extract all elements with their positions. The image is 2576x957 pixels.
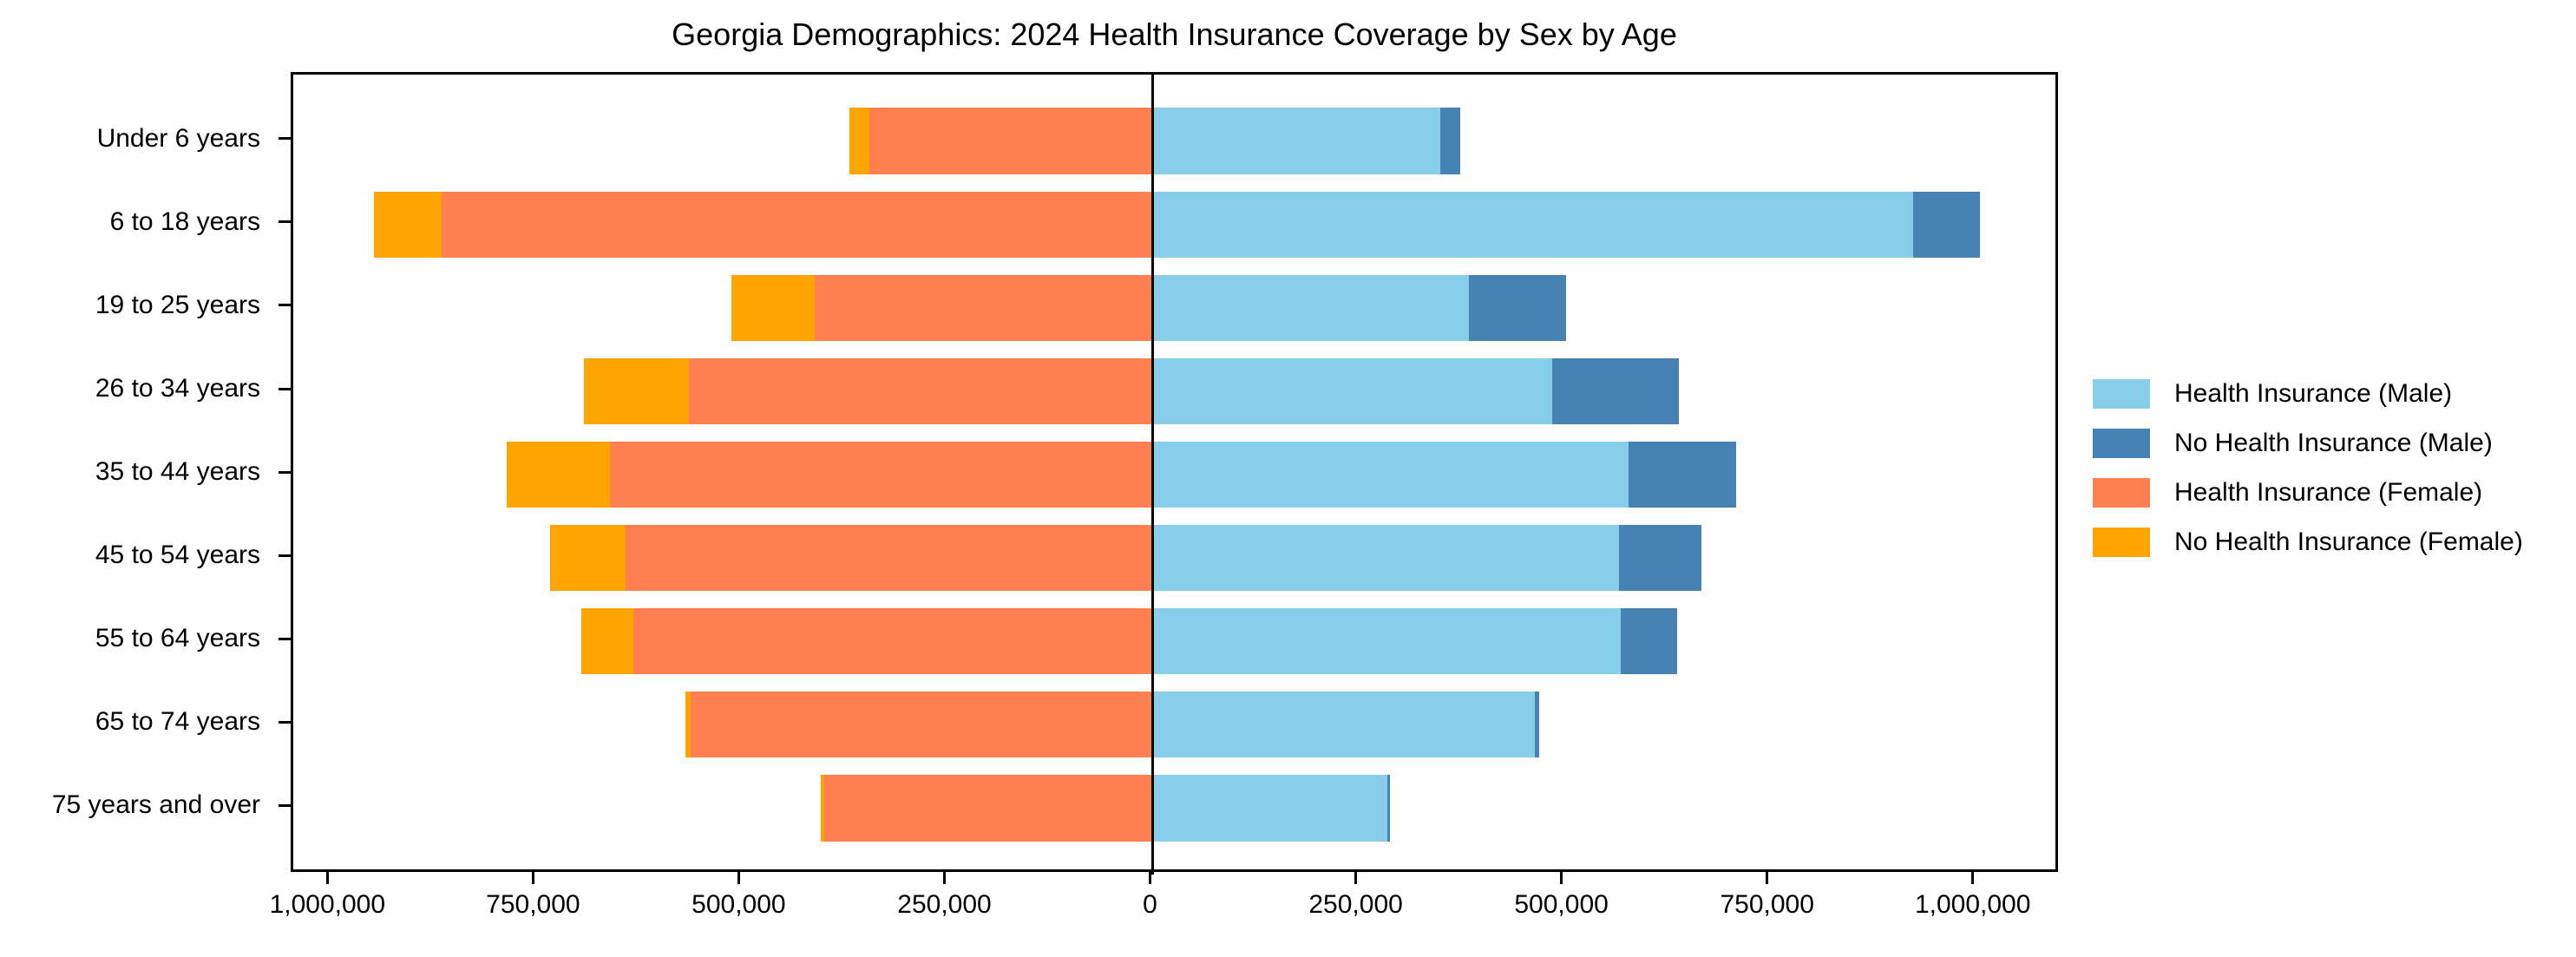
y-category-label: 55 to 64 years: [95, 624, 260, 653]
y-tick-mark: [279, 470, 291, 474]
bar-segment-health-insurance-female: [625, 524, 1153, 592]
x-tick-label: 500,000: [1514, 890, 1609, 919]
x-tick-label: 250,000: [897, 890, 992, 919]
bar-segment-health-insurance-male: [1152, 108, 1441, 175]
x-tick-label: 1,000,000: [269, 890, 386, 919]
x-tick-label: 500,000: [692, 890, 786, 919]
x-tick-mark: [1766, 872, 1769, 884]
bar-segment-health-insurance-female: [824, 774, 1153, 842]
x-tick-label: 250,000: [1308, 890, 1403, 919]
y-tick-mark: [279, 803, 291, 807]
legend-swatch-health-insurance-male: [2093, 379, 2150, 409]
bar-segment-health-insurance-female: [609, 441, 1153, 508]
y-category-label: 75 years and over: [51, 790, 260, 820]
bar-segment-health-insurance-male: [1152, 524, 1620, 592]
y-tick-mark: [279, 387, 291, 390]
bar-segment-no-health-insurance-female: [849, 108, 870, 175]
bar-segment-no-health-insurance-female: [549, 524, 626, 592]
bar-segment-health-insurance-female: [690, 691, 1153, 758]
y-category-label: 65 to 74 years: [95, 707, 260, 737]
legend-item: Health Insurance (Male): [2093, 379, 2523, 409]
bar-segment-health-insurance-female: [633, 607, 1153, 675]
bar-segment-no-health-insurance-male: [1912, 191, 1981, 259]
y-category-label: 35 to 44 years: [95, 457, 260, 486]
bar-segment-no-health-insurance-female: [580, 607, 634, 675]
bar-segment-no-health-insurance-male: [1468, 274, 1567, 342]
bar-segment-no-health-insurance-female: [821, 774, 825, 842]
bar-segment-no-health-insurance-male: [1621, 607, 1677, 675]
x-tick-label: 1,000,000: [1914, 890, 2031, 919]
bar-segment-no-health-insurance-male: [1619, 524, 1701, 592]
legend-label: No Health Insurance (Male): [2174, 429, 2493, 457]
x-tick-mark: [737, 872, 740, 884]
legend-swatch-no-health-insurance-female: [2093, 528, 2150, 557]
bar-segment-no-health-insurance-female: [373, 191, 442, 259]
x-tick-mark: [325, 872, 329, 884]
y-tick-mark: [279, 137, 291, 141]
bar-segment-health-insurance-female: [688, 357, 1153, 425]
legend-item: No Health Insurance (Female): [2093, 528, 2523, 557]
zero-line: [1151, 75, 1154, 875]
legend-label: Health Insurance (Female): [2174, 478, 2483, 507]
x-tick-mark: [531, 872, 534, 884]
bar-segment-health-insurance-male: [1152, 191, 1913, 259]
bar-segment-no-health-insurance-male: [1386, 774, 1390, 842]
plot-area: [291, 72, 2058, 875]
y-tick-mark: [279, 637, 291, 640]
bar-segment-no-health-insurance-male: [1534, 691, 1540, 758]
y-tick-mark: [279, 304, 291, 307]
x-tick-label: 0: [1143, 890, 1157, 919]
x-tick-mark: [1149, 872, 1151, 884]
bar-segment-health-insurance-male: [1152, 774, 1387, 842]
bar-segment-health-insurance-male: [1152, 607, 1621, 675]
chart-title: Georgia Demographics: 2024 Health Insura…: [672, 16, 1677, 52]
legend-item: Health Insurance (Female): [2093, 478, 2523, 508]
bar-segment-health-insurance-male: [1152, 357, 1553, 425]
y-category-label: 26 to 34 years: [95, 374, 260, 403]
bar-segment-no-health-insurance-male: [1552, 357, 1680, 425]
bar-segment-health-insurance-female: [814, 274, 1153, 342]
y-category-label: 45 to 54 years: [95, 541, 260, 569]
bar-segment-no-health-insurance-female: [685, 691, 691, 758]
bar-segment-health-insurance-female: [869, 108, 1153, 175]
legend-label: Health Insurance (Male): [2174, 379, 2453, 408]
bar-segment-health-insurance-female: [442, 191, 1153, 259]
x-tick-mark: [943, 872, 946, 884]
bar-segment-health-insurance-male: [1152, 274, 1469, 342]
x-tick-mark: [1971, 872, 1975, 884]
legend-swatch-health-insurance-female: [2093, 478, 2150, 508]
legend: Health Insurance (Male) No Health Insuran…: [2093, 379, 2523, 577]
y-category-label: 19 to 25 years: [95, 290, 260, 319]
bar-segment-no-health-insurance-female: [584, 357, 689, 425]
y-category-label: Under 6 years: [96, 123, 260, 153]
legend-swatch-no-health-insurance-male: [2093, 429, 2150, 458]
x-tick-mark: [1354, 872, 1358, 884]
bar-segment-no-health-insurance-female: [507, 441, 610, 508]
y-tick-mark: [279, 720, 291, 724]
x-tick-mark: [1560, 872, 1563, 884]
bar-segment-health-insurance-male: [1152, 691, 1535, 758]
bar-segment-no-health-insurance-male: [1628, 441, 1736, 508]
y-category-label: 6 to 18 years: [109, 206, 260, 236]
bar-segment-no-health-insurance-female: [731, 274, 815, 342]
x-tick-label: 750,000: [486, 890, 580, 919]
y-tick-mark: [279, 220, 291, 224]
bar-segment-no-health-insurance-male: [1440, 108, 1461, 175]
legend-item: No Health Insurance (Male): [2093, 429, 2523, 458]
bar-segment-health-insurance-male: [1152, 441, 1629, 508]
legend-label: No Health Insurance (Female): [2174, 528, 2523, 556]
y-tick-mark: [279, 554, 291, 557]
x-tick-label: 750,000: [1720, 890, 1814, 919]
